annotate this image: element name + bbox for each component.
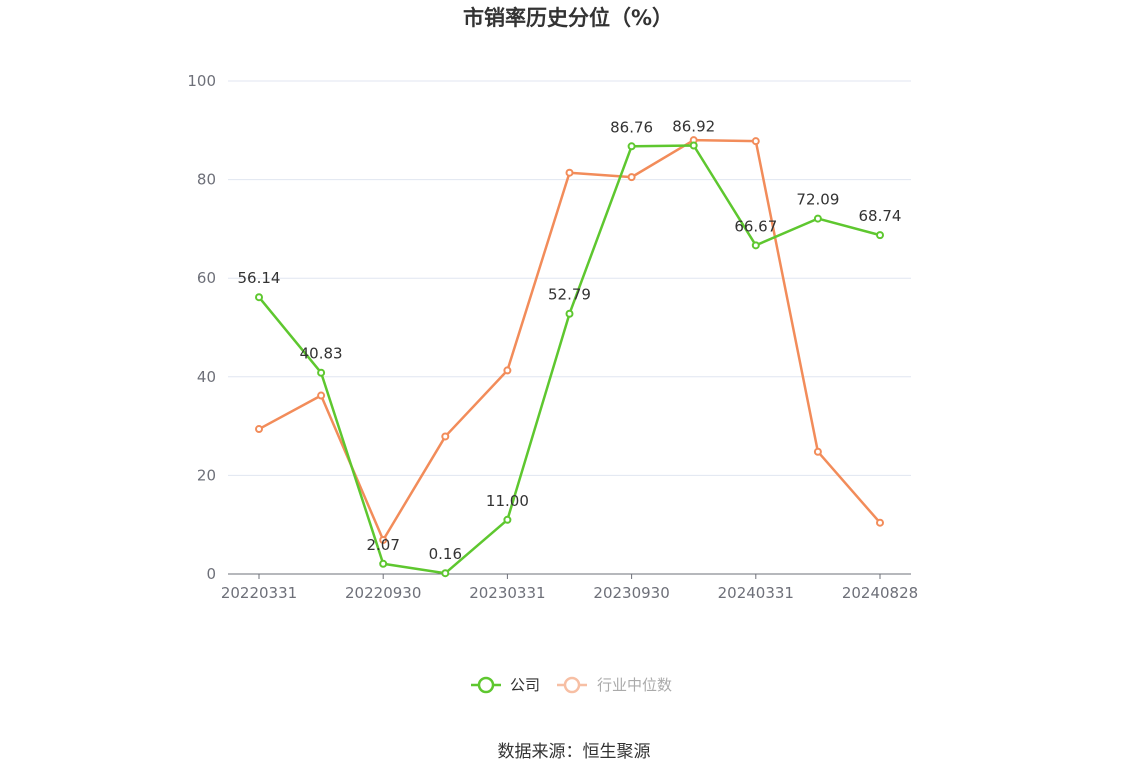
data-label: 86.92 <box>672 117 715 135</box>
data-point[interactable] <box>876 231 884 240</box>
legend-label: 行业中位数 <box>597 676 672 694</box>
legend-marker <box>563 676 581 694</box>
data-point[interactable] <box>503 366 512 375</box>
x-tick-label: 20220930 <box>345 584 421 602</box>
grid-lines <box>228 80 911 476</box>
y-tick-label: 100 <box>187 72 216 90</box>
legend[interactable]: 公司 行业中位数 <box>471 676 672 694</box>
data-label: 0.16 <box>429 545 462 563</box>
data-point[interactable] <box>813 447 822 456</box>
data-point[interactable] <box>255 425 263 434</box>
legend-item-0[interactable]: 公司 <box>471 676 540 694</box>
source-note: 数据来源：恒生聚源 <box>498 742 651 762</box>
data-point[interactable] <box>441 432 450 441</box>
x-tick-label: 20230930 <box>593 584 669 602</box>
data-label: 66.67 <box>734 217 777 235</box>
legend-item-1[interactable]: 行业中位数 <box>557 676 672 694</box>
y-tick-label: 0 <box>206 565 216 583</box>
series-line-0 <box>258 144 881 575</box>
data-point[interactable] <box>813 214 822 223</box>
data-point[interactable] <box>317 368 326 377</box>
data-point[interactable] <box>379 559 388 568</box>
y-tick-label: 80 <box>197 171 216 189</box>
data-point[interactable] <box>503 515 512 524</box>
data-point[interactable] <box>565 168 574 177</box>
legend-label: 公司 <box>510 676 540 694</box>
data-label: 11.00 <box>486 492 529 510</box>
data-point[interactable] <box>627 142 636 151</box>
data-point[interactable] <box>627 173 636 182</box>
data-labels: 56.14 40.83 2.07 0.16 11.00 52.79 86.76 86.92 66… <box>238 117 902 563</box>
y-tick-label: 60 <box>197 269 216 287</box>
data-point[interactable] <box>379 535 388 544</box>
data-label: 40.83 <box>300 345 343 363</box>
series-lines <box>255 136 884 578</box>
x-tick-label: 20230331 <box>469 584 545 602</box>
y-tick-label: 20 <box>197 466 216 484</box>
y-tick-label: 40 <box>197 368 216 386</box>
data-label: 56.14 <box>238 269 281 287</box>
data-point[interactable] <box>441 569 450 578</box>
data-point[interactable] <box>317 391 326 400</box>
data-label: 86.76 <box>610 118 653 136</box>
legend-marker <box>477 676 495 694</box>
x-tick-label: 20240331 <box>718 584 794 602</box>
data-label: 52.79 <box>548 286 591 304</box>
data-point[interactable] <box>565 309 574 318</box>
data-point[interactable] <box>689 141 698 150</box>
x-tick-label: 20220331 <box>221 584 297 602</box>
chart-title: 市销率历史分位（%） <box>463 6 673 30</box>
series-line-1 <box>258 138 881 542</box>
data-point[interactable] <box>751 241 760 250</box>
data-point[interactable] <box>255 293 263 302</box>
data-label: 2.07 <box>366 536 399 554</box>
axes: 0 20 40 60 80 100 20220331 20220930 20230331 2023… <box>187 72 918 602</box>
data-point[interactable] <box>751 137 760 146</box>
data-point[interactable] <box>876 518 884 527</box>
x-tick-label: 20240828 <box>842 584 918 602</box>
data-label: 68.74 <box>859 207 902 225</box>
data-label: 72.09 <box>796 191 839 209</box>
